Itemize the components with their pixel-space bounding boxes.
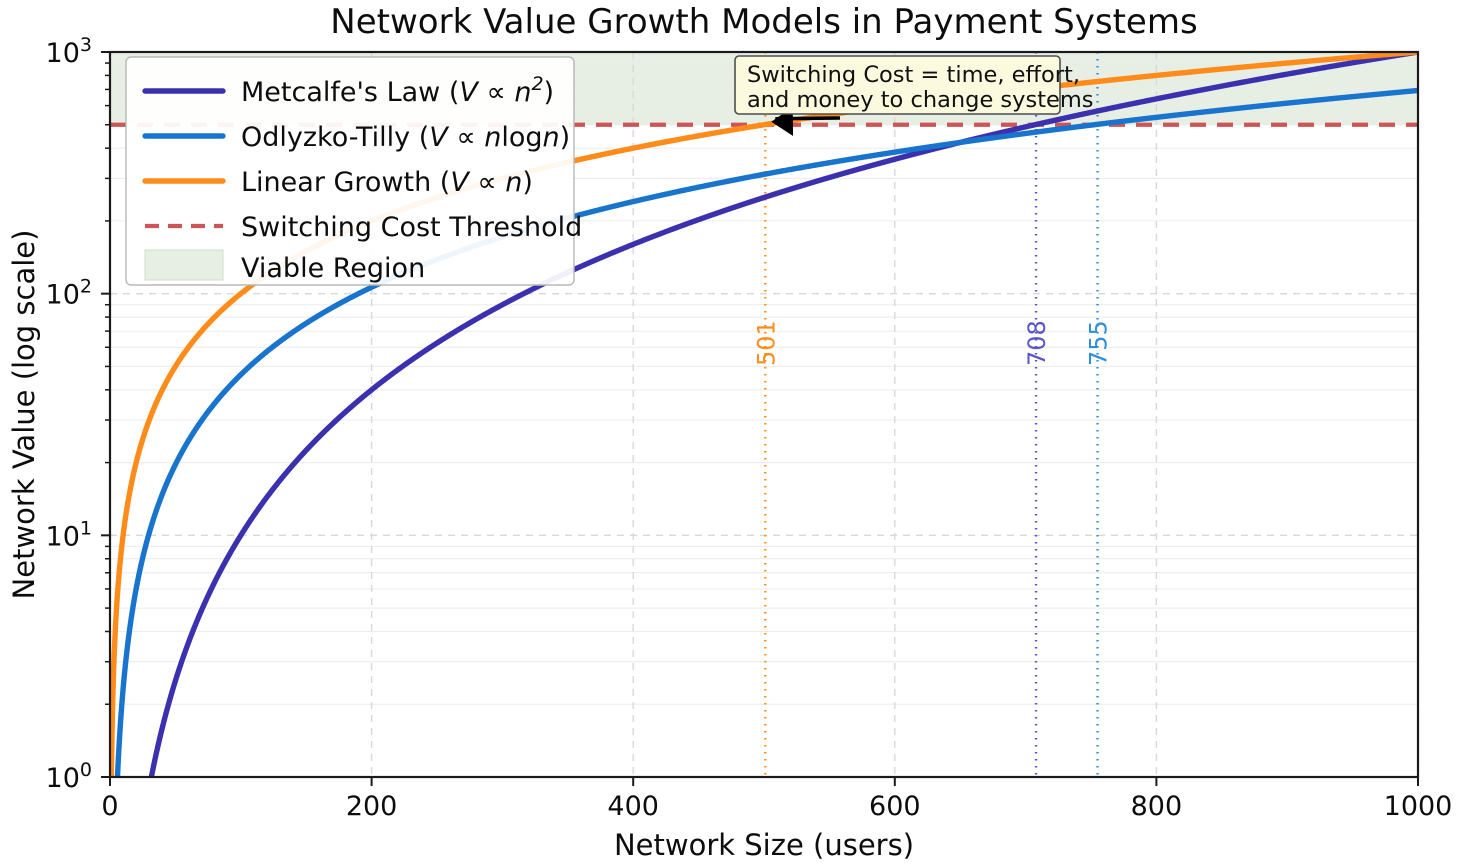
legend-background — [125, 56, 575, 286]
axis-titles: Network Size (users) Network Value (log s… — [7, 230, 914, 862]
annotation-box — [734, 55, 1061, 115]
legend-label-region: Viable Region — [241, 253, 425, 284]
x-tick-label-text: 800 — [1131, 791, 1183, 822]
plot-frame — [108, 50, 1420, 779]
crossing-labels: 501 708 755 — [752, 320, 1112, 366]
y-axis-title: Network Value (log scale) — [7, 230, 41, 600]
x-tick-label-text: 1000 — [1384, 791, 1453, 822]
y-tick-label-text: 101 — [46, 517, 92, 552]
crossing-label-501: 501 — [752, 320, 780, 366]
x-tick-label-text: 400 — [607, 791, 659, 822]
axes-spines — [108, 50, 1420, 779]
y-tick-label: 103 — [46, 34, 92, 69]
y-tick-label: 101 — [46, 517, 92, 552]
annotation-line-2: and money to change systems — [747, 87, 1094, 113]
legend-label-1[interactable]: Metcalfe's Law (V ∝ n2) — [241, 73, 554, 108]
x-tick-label-text: 200 — [346, 791, 398, 822]
x-axis-title: Network Size (users) — [614, 828, 914, 862]
chart-title-group: Network Value Growth Models in Payment S… — [330, 2, 1197, 42]
chart-legend[interactable]: Metcalfe's Law (V ∝ n2) Odlyzko-Tilly (V … — [125, 56, 582, 286]
y-tick-label: 102 — [46, 276, 92, 311]
y-tick-label-text: 103 — [46, 34, 92, 69]
axis-tick-labels: 100 101 102 103 0 200 400 600 800 1000 — [46, 34, 1453, 822]
y-tick-label-text: 100 — [46, 759, 92, 794]
y-tick-label-text: 102 — [46, 276, 92, 311]
x-tick-label-text: 600 — [869, 791, 921, 822]
crossing-label-708: 708 — [1023, 320, 1051, 366]
x-tick-label-text: 0 — [101, 791, 118, 822]
legend-swatch-region — [144, 249, 224, 281]
annotation-line-1: Switching Cost = time, effort, — [747, 62, 1080, 88]
legend-label-3[interactable]: Linear Growth (V ∝ n) — [241, 167, 533, 198]
minor-gridlines — [110, 62, 1418, 705]
legend-label-threshold: Switching Cost Threshold — [241, 212, 582, 243]
series-line-1 — [148, 52, 1418, 777]
switching-cost-annotation: Switching Cost = time, effort,and money … — [734, 55, 1094, 136]
legend-label-2[interactable]: Odlyzko-Tilly (V ∝ nlogn) — [241, 122, 570, 153]
chart-title: Network Value Growth Models in Payment S… — [330, 2, 1197, 42]
crossing-label-755: 755 — [1085, 320, 1113, 366]
y-tick-label: 100 — [46, 759, 92, 794]
series-line-2 — [114, 87, 1418, 777]
axis-ticks — [101, 51, 1419, 786]
